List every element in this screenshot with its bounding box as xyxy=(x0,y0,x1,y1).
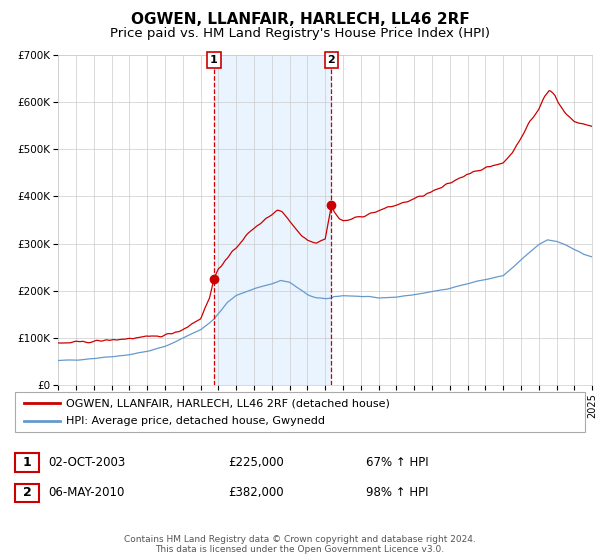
Bar xyxy=(214,55,331,385)
Text: 2: 2 xyxy=(328,55,335,65)
Text: 1: 1 xyxy=(210,55,218,65)
Text: 02-OCT-2003: 02-OCT-2003 xyxy=(48,456,125,469)
Text: OGWEN, LLANFAIR, HARLECH, LL46 2RF (detached house): OGWEN, LLANFAIR, HARLECH, LL46 2RF (deta… xyxy=(66,398,390,408)
Text: £225,000: £225,000 xyxy=(228,456,284,469)
Text: 06-MAY-2010: 06-MAY-2010 xyxy=(48,486,124,500)
Text: Contains HM Land Registry data © Crown copyright and database right 2024.
This d: Contains HM Land Registry data © Crown c… xyxy=(124,535,476,554)
Text: HPI: Average price, detached house, Gwynedd: HPI: Average price, detached house, Gwyn… xyxy=(66,416,325,426)
Text: 2: 2 xyxy=(23,486,31,500)
Text: 98% ↑ HPI: 98% ↑ HPI xyxy=(366,486,428,500)
Text: 1: 1 xyxy=(23,456,31,469)
Text: £382,000: £382,000 xyxy=(228,486,284,500)
Text: OGWEN, LLANFAIR, HARLECH, LL46 2RF: OGWEN, LLANFAIR, HARLECH, LL46 2RF xyxy=(131,12,469,27)
Text: Price paid vs. HM Land Registry's House Price Index (HPI): Price paid vs. HM Land Registry's House … xyxy=(110,27,490,40)
Text: 67% ↑ HPI: 67% ↑ HPI xyxy=(366,456,428,469)
